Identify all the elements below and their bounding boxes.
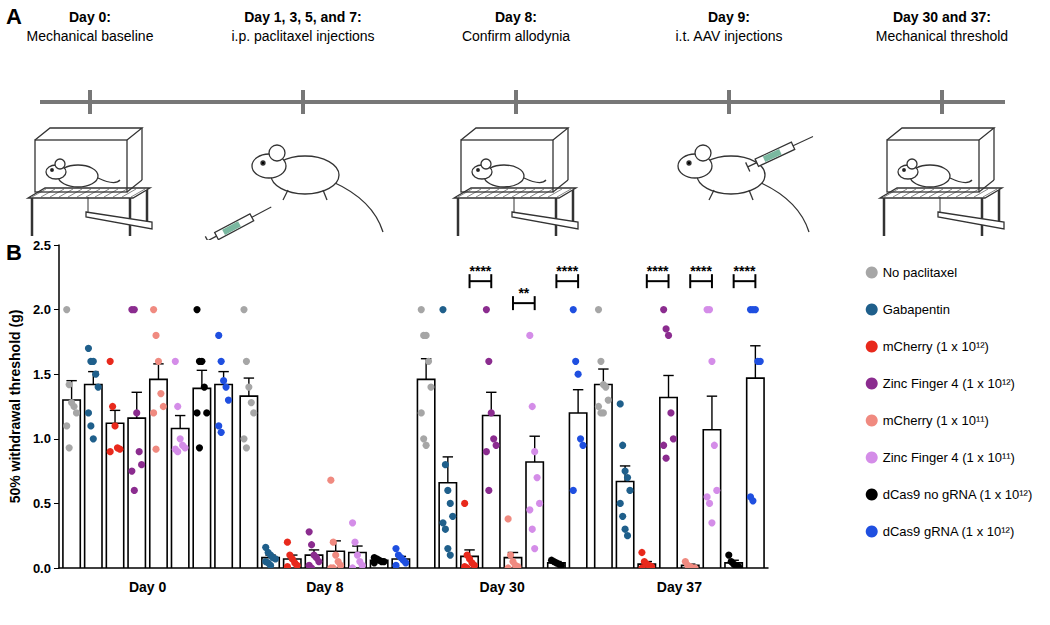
svg-text:50% withdrawal threshold (g): 50% withdrawal threshold (g)	[7, 310, 23, 504]
svg-text:Mechanical baseline: Mechanical baseline	[27, 28, 154, 44]
svg-text:****: ****	[690, 263, 712, 279]
html-text:A: A	[6, 4, 22, 29]
svg-text:Zinc Finger 4 (1 x 10¹¹): Zinc Finger 4 (1 x 10¹¹)	[883, 450, 1015, 465]
svg-text:Confirm allodynia: Confirm allodynia	[462, 28, 570, 44]
svg-text:Day 8:: Day 8:	[495, 9, 537, 25]
svg-text:Day 30: Day 30	[480, 579, 525, 595]
svg-text:mCherry (1 x 10¹²): mCherry (1 x 10¹²)	[883, 339, 989, 354]
svg-text:****: ****	[734, 263, 756, 279]
svg-text:0.5: 0.5	[33, 496, 51, 511]
svg-text:Day 0: Day 0	[129, 579, 167, 595]
svg-text:Gabapentin: Gabapentin	[883, 302, 950, 317]
svg-text:****: ****	[556, 263, 578, 279]
svg-text:i.t. AAV injections: i.t. AAV injections	[675, 28, 782, 44]
svg-text:0.0: 0.0	[33, 561, 51, 576]
svg-text:dCas9 gRNA (1 x 10¹²): dCas9 gRNA (1 x 10¹²)	[883, 524, 1015, 539]
svg-text:mCherry (1 x 10¹¹): mCherry (1 x 10¹¹)	[883, 413, 989, 428]
html-text:B: B	[6, 240, 22, 265]
svg-text:Day 9:: Day 9:	[708, 9, 750, 25]
svg-text:2.5: 2.5	[33, 238, 51, 253]
svg-text:Day 30 and 37:: Day 30 and 37:	[893, 9, 991, 25]
svg-text:2.0: 2.0	[33, 302, 51, 317]
svg-text:dCas9 no gRNA (1 x 10¹²): dCas9 no gRNA (1 x 10¹²)	[883, 487, 1033, 502]
svg-text:Day 1, 3, 5, and 7:: Day 1, 3, 5, and 7:	[244, 9, 362, 25]
svg-text:1.5: 1.5	[33, 367, 51, 382]
svg-text:****: ****	[647, 263, 669, 279]
svg-text:No paclitaxel: No paclitaxel	[883, 265, 958, 280]
svg-text:i.p. paclitaxel injections: i.p. paclitaxel injections	[231, 28, 374, 44]
svg-text:Zinc Finger 4 (1 x 10¹²): Zinc Finger 4 (1 x 10¹²)	[883, 376, 1015, 391]
svg-text:Day 37: Day 37	[657, 579, 702, 595]
svg-text:1.0: 1.0	[33, 431, 51, 446]
svg-text:**: **	[518, 285, 529, 301]
svg-text:****: ****	[470, 263, 492, 279]
svg-text:Day 0:: Day 0:	[69, 9, 111, 25]
svg-text:Mechanical threshold: Mechanical threshold	[876, 28, 1008, 44]
svg-text:Day 8: Day 8	[306, 579, 344, 595]
